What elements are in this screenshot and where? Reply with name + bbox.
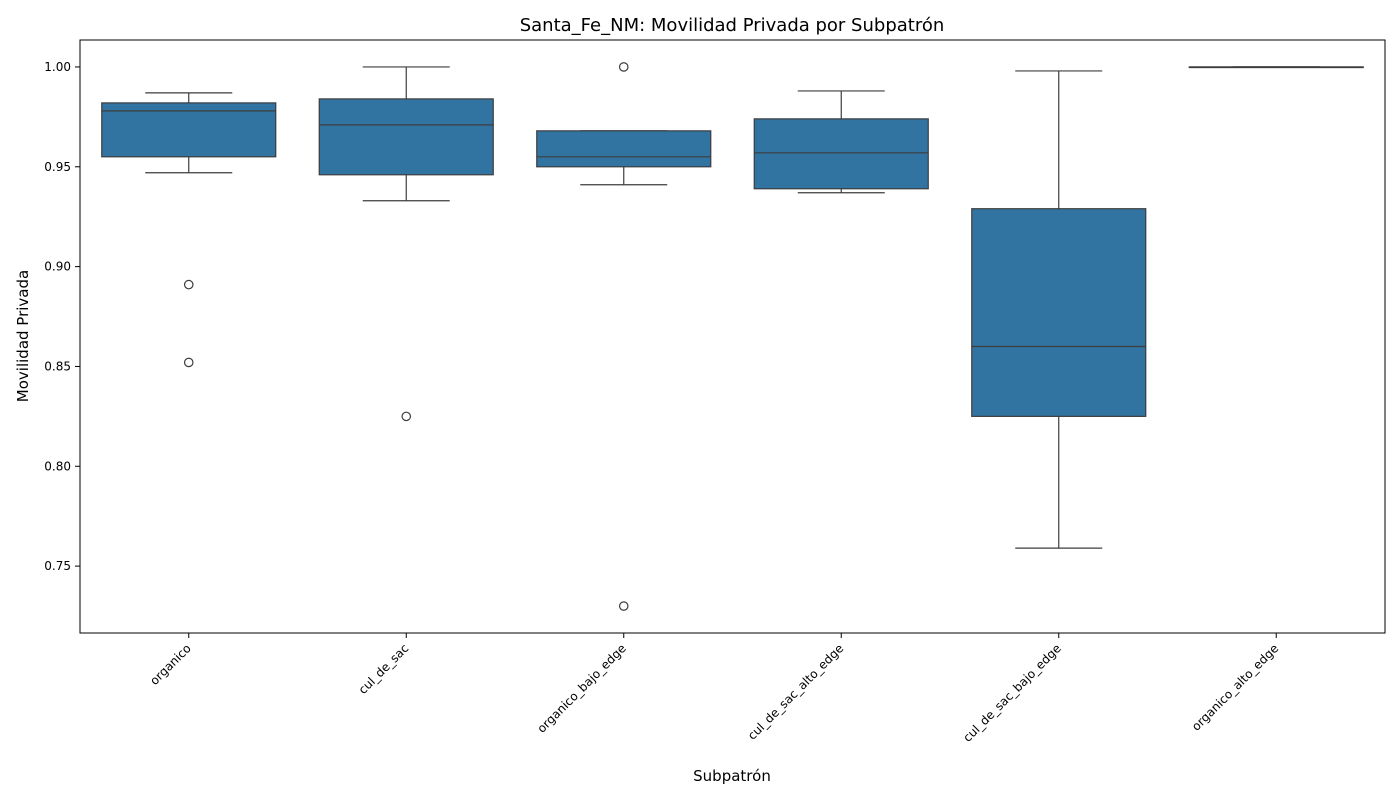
box-iqr [318,98,494,176]
y-tick-label: 0.95 [44,160,71,174]
y-axis-label: Movilidad Privada [14,270,32,402]
y-tick-label: 0.75 [44,559,71,573]
outlier-point [401,411,412,422]
box-group-organico [101,92,277,368]
y-axis: 0.75 0.80 0.85 0.90 0.95 1.00 [44,60,80,573]
plot-area [101,62,1364,611]
box-iqr [536,130,712,168]
y-tick-label: 0.85 [44,359,71,373]
box-group-cul_de_sac_bajo_edge [971,70,1147,549]
box-iqr [971,208,1147,417]
outlier-point [618,601,629,611]
chart-title: Santa_Fe_NM: Movilidad Privada por Subpa… [520,15,945,36]
y-tick-label: 0.90 [44,260,71,274]
y-tick-label: 0.80 [44,459,71,473]
outlier-point [618,62,629,72]
outlier-point [183,279,194,290]
box-iqr [101,102,277,158]
axes-frame [79,39,1386,634]
box-group-organico_bajo_edge [536,62,712,611]
box-group-cul_de_sac [318,66,494,422]
x-axis-label: Subpatrón [693,767,771,785]
box-iqr [753,118,929,190]
y-tick-label: 1.00 [44,60,71,74]
outlier-point [183,357,194,368]
box-group-cul_de_sac_alto_edge [753,90,929,194]
box-group-organico_alto_edge [1188,66,1364,69]
